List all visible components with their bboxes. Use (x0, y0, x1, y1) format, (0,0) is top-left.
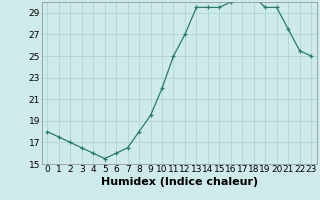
X-axis label: Humidex (Indice chaleur): Humidex (Indice chaleur) (100, 177, 258, 187)
